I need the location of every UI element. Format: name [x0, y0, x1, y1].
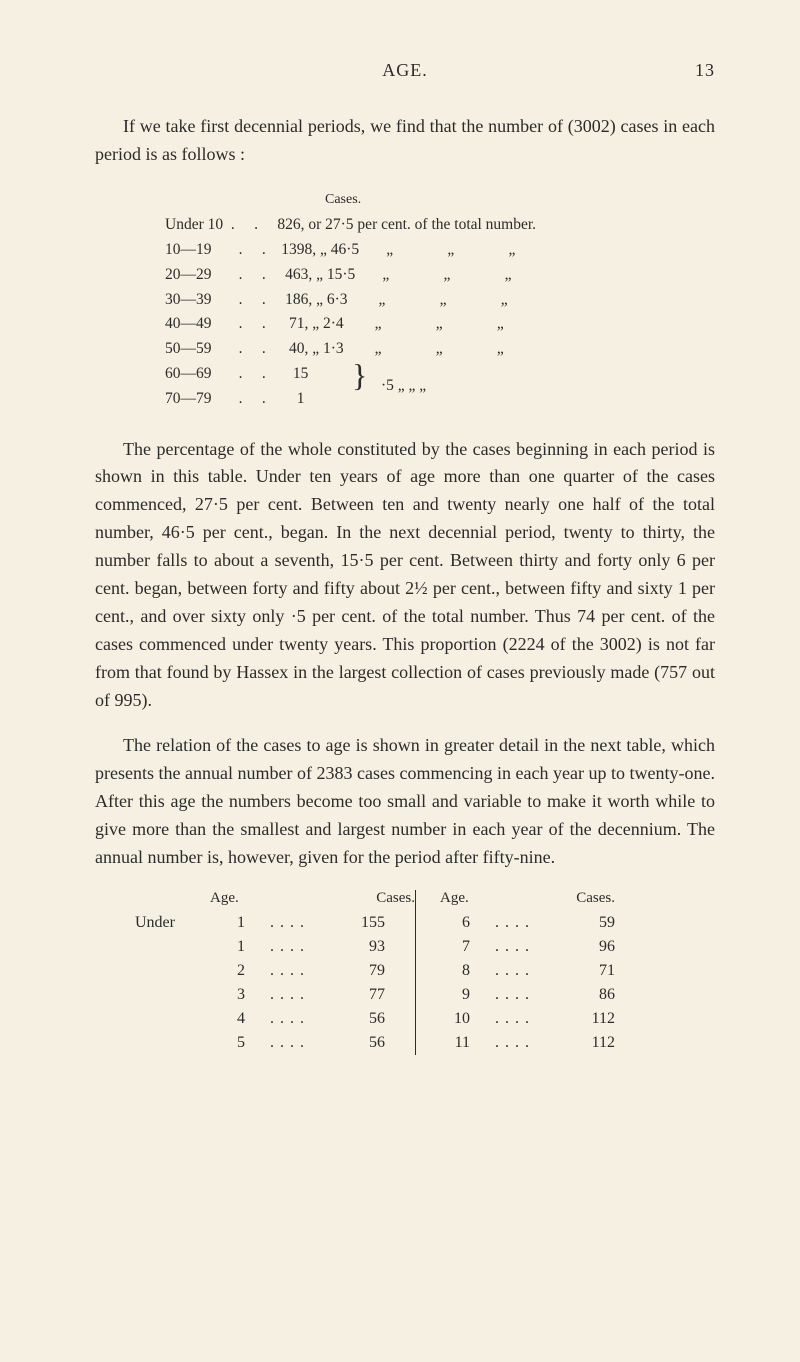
age-number: 1 — [215, 911, 245, 935]
age-row: Under1....155 — [135, 911, 415, 935]
age-label — [135, 935, 215, 959]
cases-row: 70—79 . . 1 — [165, 387, 715, 412]
cases-table: Cases. Under 10 . . 826, or 27·5 per cen… — [165, 189, 715, 412]
age-value: 59 — [560, 911, 615, 935]
cases-row: 20—29 . . 463, „ 15·5 „ „ „ — [165, 263, 715, 288]
age-row: 4....56 — [135, 1007, 415, 1031]
page-number: 13 — [655, 60, 715, 81]
age-row: 5....56 — [135, 1031, 415, 1055]
age-value: 79 — [335, 959, 385, 983]
age-label — [135, 1007, 215, 1031]
age-value: 56 — [335, 1007, 385, 1031]
cases-header: Cases. — [325, 189, 715, 211]
age-row: 3....77 — [135, 983, 415, 1007]
age-row: 9....86 — [440, 983, 700, 1007]
paragraph-2: The percentage of the whole constituted … — [95, 436, 715, 715]
dots: .... — [245, 935, 335, 959]
age-header-label: Age. — [135, 890, 322, 907]
age-number: 3 — [215, 983, 245, 1007]
page-header: AGE. 13 — [95, 60, 715, 81]
age-row: 6....59 — [440, 911, 700, 935]
age-table-left: Age. Cases. Under1....1551....932....793… — [135, 890, 415, 1055]
cases-row: 40—49 . . 71, „ 2·4 „ „ „ — [165, 312, 715, 337]
dots: .... — [470, 959, 560, 983]
age-value: 56 — [335, 1031, 385, 1055]
dots: .... — [470, 1031, 560, 1055]
dots: .... — [470, 935, 560, 959]
age-row: 11....112 — [440, 1031, 700, 1055]
age-row: 2....79 — [135, 959, 415, 983]
age-label — [135, 1031, 215, 1055]
brace-value: ·5 „ „ „ — [381, 374, 426, 399]
age-row: 7....96 — [440, 935, 700, 959]
paragraph-3: The relation of the cases to age is show… — [95, 732, 715, 871]
age-number: 7 — [440, 935, 470, 959]
cases-row: 60—69 . . 15 — [165, 362, 715, 387]
age-row: 10....112 — [440, 1007, 700, 1031]
cases-row: 10—19 . . 1398, „ 46·5 „ „ „ — [165, 238, 715, 263]
age-value: 112 — [560, 1031, 615, 1055]
age-label: Under — [135, 911, 215, 935]
age-table-header-right: Age. Cases. — [440, 890, 700, 907]
dots: .... — [245, 1031, 335, 1055]
age-value: 155 — [335, 911, 385, 935]
age-table-right: Age. Cases. 6....597....968....719....86… — [415, 890, 700, 1055]
header-spacer — [95, 60, 155, 81]
age-header-label-r: Age. — [440, 890, 480, 907]
age-number: 8 — [440, 959, 470, 983]
dots: .... — [245, 959, 335, 983]
dots: .... — [470, 911, 560, 935]
age-number: 4 — [215, 1007, 245, 1031]
cases-row: 50—59 . . 40, „ 1·3 „ „ „ — [165, 337, 715, 362]
age-label — [135, 959, 215, 983]
age-number: 1 — [215, 935, 245, 959]
dots: .... — [245, 983, 335, 1007]
age-number: 2 — [215, 959, 245, 983]
age-row: 8....71 — [440, 959, 700, 983]
age-table-header-left: Age. Cases. — [135, 890, 415, 907]
dots: .... — [245, 911, 335, 935]
cases-row: 30—39 . . 186, „ 6·3 „ „ „ — [165, 288, 715, 313]
age-number: 9 — [440, 983, 470, 1007]
intro-paragraph: If we take first decennial periods, we f… — [95, 113, 715, 169]
age-value: 71 — [560, 959, 615, 983]
age-value: 96 — [560, 935, 615, 959]
cases-header-label: Cases. — [322, 890, 415, 907]
page-title: AGE. — [155, 60, 655, 81]
dots: .... — [470, 1007, 560, 1031]
age-cases-table: Age. Cases. Under1....1551....932....793… — [135, 890, 715, 1055]
age-number: 6 — [440, 911, 470, 935]
age-row: 1....93 — [135, 935, 415, 959]
age-value: 86 — [560, 983, 615, 1007]
age-label — [135, 983, 215, 1007]
age-number: 10 — [440, 1007, 470, 1031]
brace-icon: } — [352, 366, 367, 385]
page: AGE. 13 If we take first decennial perio… — [0, 0, 800, 1362]
age-number: 5 — [215, 1031, 245, 1055]
age-number: 11 — [440, 1031, 470, 1055]
dots: .... — [245, 1007, 335, 1031]
age-value: 112 — [560, 1007, 615, 1031]
age-value: 77 — [335, 983, 385, 1007]
cases-header-label-r: Cases. — [480, 890, 615, 907]
dots: .... — [470, 983, 560, 1007]
cases-row: Under 10 . . 826, or 27·5 per cent. of t… — [165, 213, 715, 238]
age-value: 93 — [335, 935, 385, 959]
